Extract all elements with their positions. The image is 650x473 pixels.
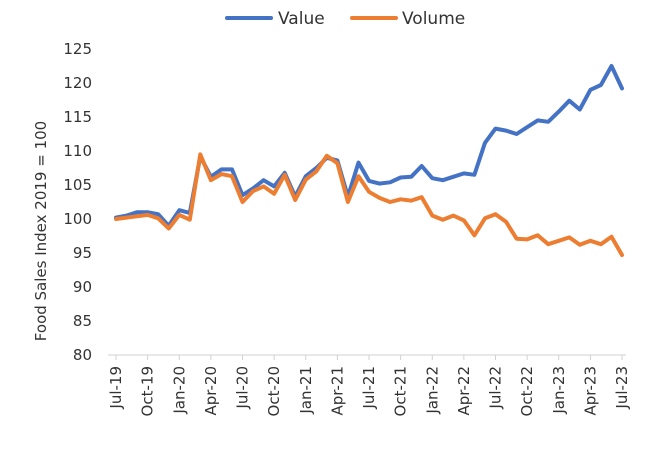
x-tick-label: Jul-23 [613, 366, 631, 410]
x-tick-label: Jan-22 [423, 366, 441, 415]
series-line-volume [114, 152, 624, 257]
x-tick-label: Apr-23 [581, 366, 599, 416]
x-tick-label: Oct-21 [392, 366, 410, 416]
x-tick-label: Jul-21 [360, 366, 378, 410]
x-tick-label: Apr-22 [455, 366, 473, 416]
x-tick-label: Jan-23 [550, 366, 568, 415]
x-axis-ticks: Jul-19 Oct-19 Jan-20 Apr-20 Jul-20 Oct-20 Jan-… [107, 355, 631, 416]
y-tick-label: 85 [73, 312, 92, 330]
legend-label-value: Value [278, 9, 325, 29]
x-tick-label: Oct-20 [265, 366, 283, 416]
y-tick-label: 90 [73, 278, 92, 296]
x-tick-label: Oct-22 [518, 366, 536, 416]
y-axis-ticks: 80 85 90 95 100 105 110 115 120 125 [63, 40, 92, 364]
x-tick-label: Apr-20 [202, 366, 220, 416]
series-group [114, 64, 624, 257]
x-tick-label: Jan-21 [297, 366, 315, 415]
legend-label-volume: Volume [402, 9, 465, 29]
x-tick-label: Jul-20 [234, 366, 252, 410]
legend: Value Volume [225, 9, 465, 29]
y-tick-label: 100 [63, 210, 92, 228]
x-tick-label: Jan-20 [170, 366, 188, 415]
x-tick-label: Jul-19 [107, 366, 125, 410]
y-tick-label: 115 [63, 108, 92, 126]
y-tick-label: 95 [73, 244, 92, 262]
y-tick-label: 125 [63, 40, 92, 58]
y-tick-label: 105 [63, 176, 92, 194]
y-axis-title: Food Sales Index 2019 = 100 [32, 121, 50, 341]
y-tick-label: 120 [63, 74, 92, 92]
x-tick-label: Jul-22 [487, 366, 505, 410]
x-tick-label: Apr-21 [328, 366, 346, 416]
y-tick-label: 110 [63, 142, 92, 160]
x-tick-label: Oct-19 [139, 366, 157, 416]
y-tick-label: 80 [73, 346, 92, 364]
